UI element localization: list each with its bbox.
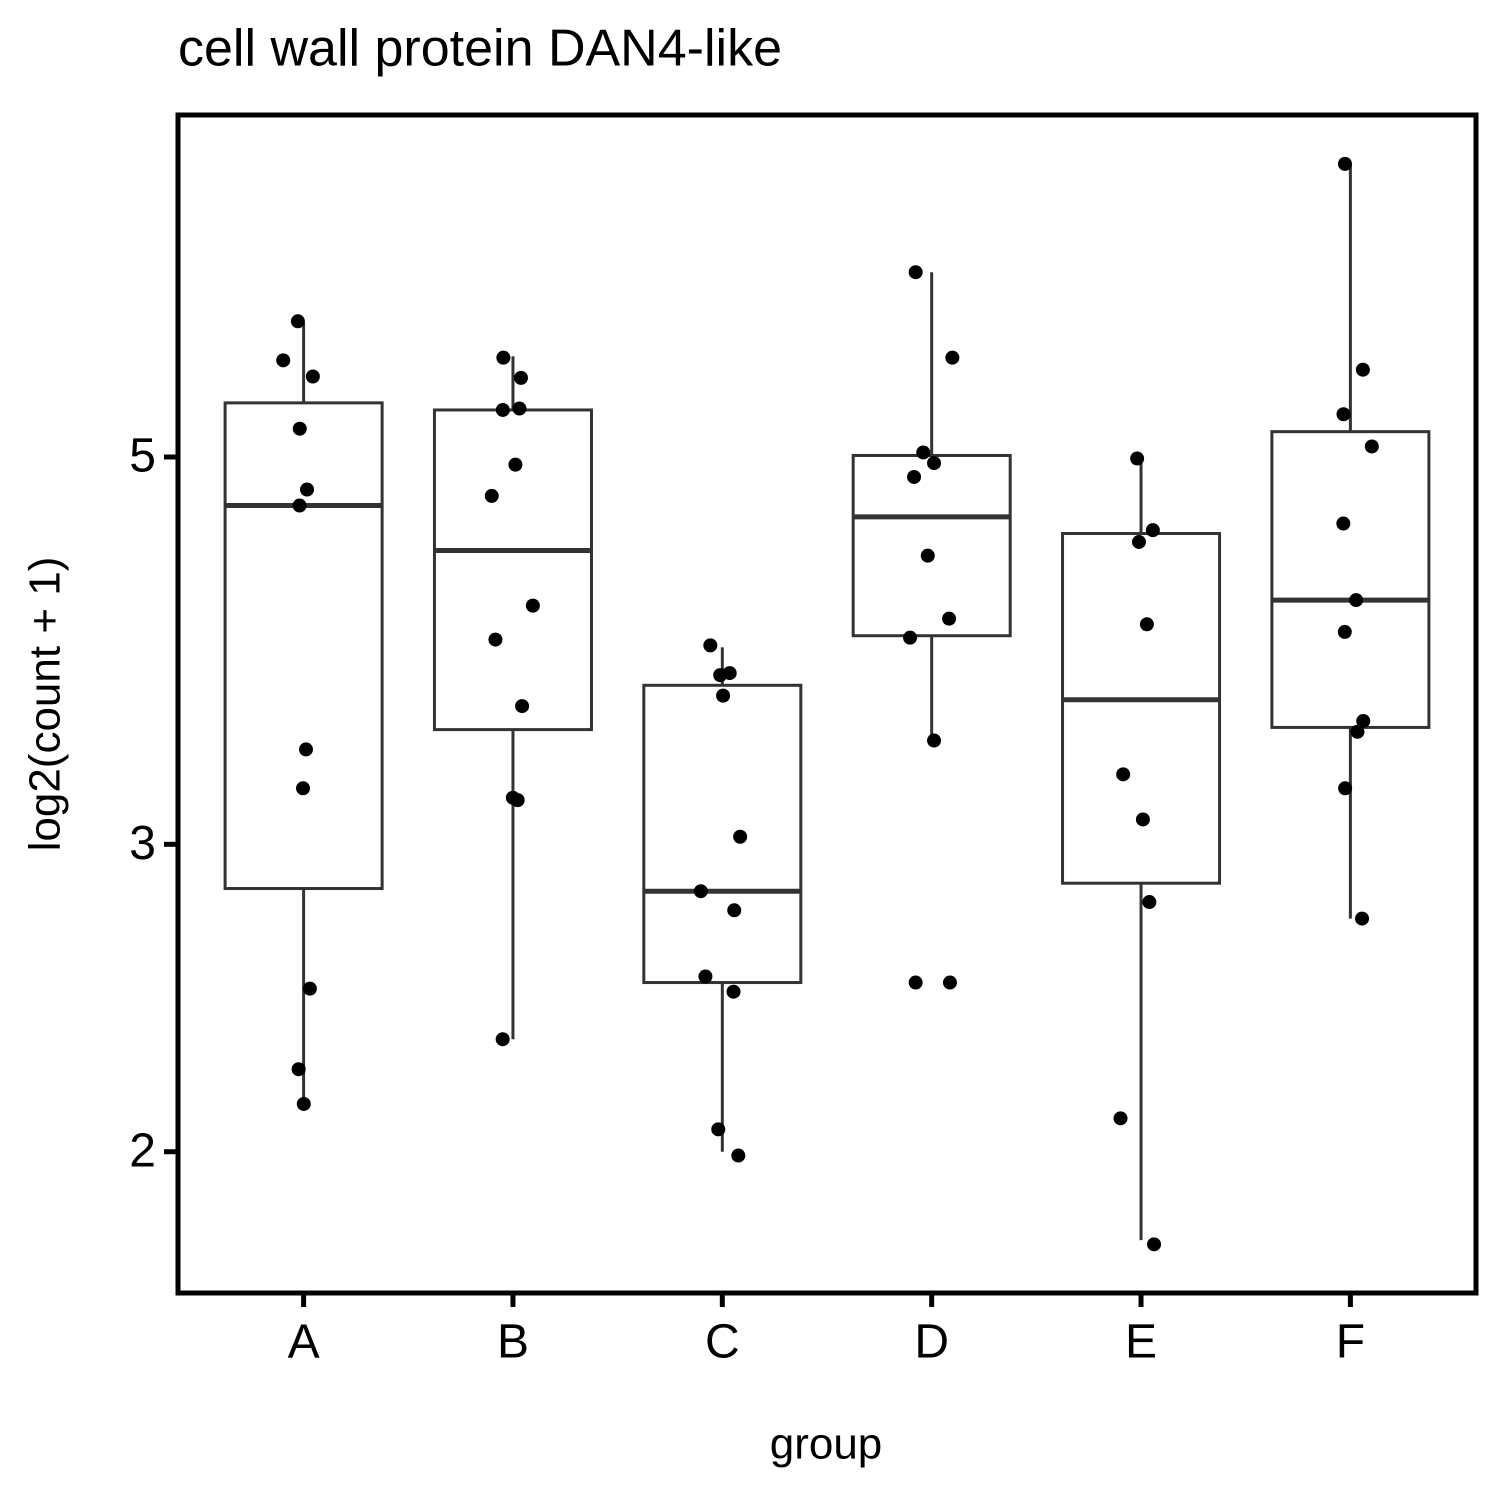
point <box>1350 724 1365 739</box>
point <box>488 632 503 647</box>
y-tick-label: 3 <box>129 817 156 870</box>
point <box>302 981 317 996</box>
point <box>945 350 960 365</box>
chart-title: cell wall protein DAN4-like <box>178 20 782 78</box>
point <box>1130 451 1145 466</box>
point <box>300 482 315 497</box>
point <box>1139 617 1154 632</box>
point <box>515 699 530 714</box>
point <box>1337 156 1352 171</box>
x-tick-label: E <box>1125 1316 1157 1369</box>
point <box>1113 1111 1128 1126</box>
point <box>908 265 923 280</box>
point <box>484 488 499 503</box>
point <box>1145 523 1160 538</box>
point <box>903 630 918 645</box>
box <box>851 453 1012 638</box>
point <box>1116 767 1131 782</box>
point <box>1142 895 1157 910</box>
point <box>942 975 957 990</box>
box <box>223 401 384 891</box>
x-tick-label: F <box>1336 1316 1365 1369</box>
point <box>927 456 942 471</box>
box <box>432 408 593 732</box>
point <box>296 1096 311 1111</box>
point <box>703 638 718 653</box>
point <box>713 668 728 683</box>
point <box>496 350 511 365</box>
x-tick-label: A <box>288 1316 320 1369</box>
point <box>1364 439 1379 454</box>
point <box>1336 516 1351 531</box>
point <box>1355 362 1370 377</box>
point <box>291 1062 306 1077</box>
box <box>1270 430 1431 729</box>
point <box>1337 624 1352 639</box>
point <box>512 401 527 416</box>
x-tick-label: C <box>705 1316 740 1369</box>
point <box>1338 781 1353 796</box>
point <box>298 742 313 757</box>
point <box>1131 534 1146 549</box>
point <box>907 469 922 484</box>
plot-panel <box>175 112 1479 1296</box>
y-tick-label: 5 <box>129 430 156 483</box>
point <box>1349 593 1364 608</box>
point <box>726 984 741 999</box>
point <box>1356 713 1371 728</box>
point <box>1336 407 1351 422</box>
point <box>711 1122 726 1137</box>
point <box>733 829 748 844</box>
point <box>296 781 311 796</box>
point <box>292 498 307 513</box>
x-tick-label: B <box>497 1316 529 1369</box>
point <box>1135 812 1150 827</box>
x-tick-label: D <box>914 1316 949 1369</box>
box <box>1061 532 1222 885</box>
point <box>1355 911 1370 926</box>
point <box>693 884 708 899</box>
point <box>513 370 528 385</box>
point <box>495 402 510 417</box>
point <box>927 733 942 748</box>
point <box>290 314 305 329</box>
point <box>727 903 742 918</box>
point <box>495 1032 510 1047</box>
point <box>525 598 540 613</box>
point <box>731 1148 746 1163</box>
point <box>916 445 931 460</box>
point <box>920 548 935 563</box>
point <box>305 369 320 384</box>
point <box>942 611 957 626</box>
point <box>908 975 923 990</box>
point <box>1147 1237 1162 1252</box>
point <box>292 421 307 436</box>
y-axis-label: log2(count + 1) <box>21 557 70 852</box>
box <box>642 683 803 985</box>
y-tick-label: 2 <box>129 1124 156 1177</box>
point <box>510 793 525 808</box>
x-axis-label: group <box>770 1420 883 1469</box>
point <box>698 969 713 984</box>
point <box>716 688 731 703</box>
point <box>276 353 291 368</box>
point <box>508 457 523 472</box>
